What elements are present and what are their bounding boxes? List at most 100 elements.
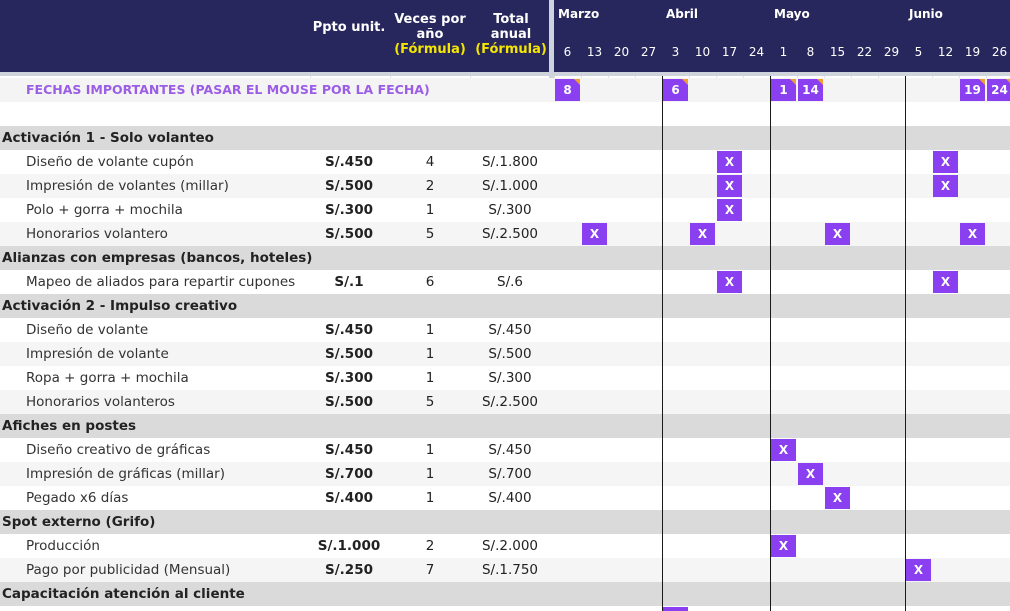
category-title[interactable]: Spot externo (Grifo) <box>2 514 156 530</box>
week-label[interactable]: 13 <box>586 45 603 59</box>
veces-cell[interactable]: 1 <box>425 466 435 482</box>
total-cell[interactable]: S/.2.500 <box>481 394 539 410</box>
total-cell[interactable]: S/.2.500 <box>481 226 539 242</box>
schedule-mark[interactable]: X <box>771 439 796 461</box>
week-label[interactable]: 27 <box>640 45 657 59</box>
comment-indicator-icon[interactable] <box>1006 79 1010 85</box>
ppto-cell[interactable]: S/.700 <box>325 466 373 482</box>
schedule-mark[interactable]: X <box>933 151 958 173</box>
ppto-cell[interactable]: S/.300 <box>325 202 373 218</box>
schedule-mark[interactable] <box>663 607 688 611</box>
column-header-ppto[interactable]: Ppto unit. <box>310 20 388 35</box>
total-cell[interactable]: S/.1.000 <box>481 178 539 194</box>
week-label[interactable]: 29 <box>883 45 900 59</box>
important-date-badge[interactable]: 14 <box>798 79 823 101</box>
item-name-cell[interactable]: Honorarios volantero <box>26 226 168 242</box>
important-date-badge[interactable]: 8 <box>555 79 580 101</box>
item-name-cell[interactable]: Diseño de volante <box>26 322 149 338</box>
column-header-total[interactable]: Total anual (Fórmula) <box>472 12 550 57</box>
week-label[interactable]: 5 <box>914 45 923 59</box>
total-cell[interactable]: S/.2.000 <box>481 538 539 554</box>
schedule-mark[interactable]: X <box>690 223 715 245</box>
important-date-badge[interactable]: 1 <box>771 79 796 101</box>
total-cell[interactable]: S/.450 <box>488 322 532 338</box>
total-cell[interactable]: S/.300 <box>488 370 532 386</box>
total-cell[interactable]: S/.450 <box>488 442 532 458</box>
comment-indicator-icon[interactable] <box>790 79 796 85</box>
column-header-veces[interactable]: Veces por año (Fórmula) <box>390 12 470 57</box>
week-label[interactable]: 12 <box>937 45 954 59</box>
ppto-cell[interactable]: S/.450 <box>325 322 373 338</box>
veces-cell[interactable]: 1 <box>425 490 435 506</box>
veces-cell[interactable]: 1 <box>425 346 435 362</box>
schedule-mark[interactable]: X <box>825 223 850 245</box>
week-label[interactable]: 3 <box>671 45 680 59</box>
schedule-mark[interactable]: X <box>933 271 958 293</box>
important-date-badge[interactable]: 6 <box>663 79 688 101</box>
schedule-mark[interactable]: X <box>960 223 985 245</box>
ppto-cell[interactable]: S/.1.000 <box>317 538 381 554</box>
schedule-mark[interactable]: X <box>825 487 850 509</box>
schedule-mark[interactable]: X <box>933 175 958 197</box>
category-title[interactable]: Alianzas con empresas (bancos, hoteles) <box>2 250 313 266</box>
week-label[interactable]: 22 <box>856 45 873 59</box>
schedule-mark[interactable]: X <box>771 535 796 557</box>
item-name-cell[interactable]: Honorarios volanteros <box>26 394 175 410</box>
ppto-cell[interactable]: S/.450 <box>325 442 373 458</box>
veces-cell[interactable]: 2 <box>425 178 435 194</box>
item-name-cell[interactable]: Pegado x6 días <box>26 490 129 506</box>
veces-cell[interactable]: 6 <box>425 274 435 290</box>
ppto-cell[interactable]: S/.500 <box>325 178 373 194</box>
comment-indicator-icon[interactable] <box>682 79 688 85</box>
item-name-cell[interactable]: Diseño de volante cupón <box>26 154 194 170</box>
total-cell[interactable]: S/.700 <box>488 466 532 482</box>
total-cell[interactable]: S/.1.800 <box>481 154 539 170</box>
item-name-cell[interactable]: Pago por publicidad (Mensual) <box>26 562 231 578</box>
frozen-row-divider[interactable] <box>0 72 1010 76</box>
veces-cell[interactable]: 5 <box>425 394 435 410</box>
schedule-mark[interactable]: X <box>717 199 742 221</box>
total-cell[interactable]: S/.1.750 <box>481 562 539 578</box>
total-cell[interactable]: S/.300 <box>488 202 532 218</box>
veces-cell[interactable]: 1 <box>425 202 435 218</box>
comment-indicator-icon[interactable] <box>979 79 985 85</box>
total-cell[interactable]: S/.400 <box>488 490 532 506</box>
ppto-cell[interactable]: S/.500 <box>325 346 373 362</box>
ppto-cell[interactable]: S/.500 <box>325 394 373 410</box>
week-label[interactable]: 8 <box>806 45 815 59</box>
ppto-cell[interactable]: S/.500 <box>325 226 373 242</box>
item-name-cell[interactable]: Diseño creativo de gráficas <box>26 442 211 458</box>
category-title[interactable]: Activación 2 - Impulso creativo <box>2 298 238 314</box>
category-title[interactable]: Afiches en postes <box>2 418 137 434</box>
comment-indicator-icon[interactable] <box>574 79 580 85</box>
important-date-badge[interactable]: 19 <box>960 79 985 101</box>
veces-cell[interactable]: 5 <box>425 226 435 242</box>
ppto-cell[interactable]: S/.1 <box>334 274 364 290</box>
schedule-mark[interactable]: X <box>798 463 823 485</box>
week-label[interactable]: 19 <box>964 45 981 59</box>
schedule-mark[interactable]: X <box>906 559 931 581</box>
week-label[interactable]: 6 <box>563 45 572 59</box>
schedule-mark[interactable]: X <box>582 223 607 245</box>
total-cell[interactable]: S/.6 <box>497 274 523 290</box>
item-name-cell[interactable]: Impresión de gráficas (millar) <box>26 466 225 482</box>
veces-cell[interactable]: 2 <box>425 538 435 554</box>
item-name-cell[interactable]: Polo + gorra + mochila <box>26 202 183 218</box>
veces-cell[interactable]: 1 <box>425 370 435 386</box>
item-name-cell[interactable]: Impresión de volantes (millar) <box>26 178 229 194</box>
ppto-cell[interactable]: S/.400 <box>325 490 373 506</box>
item-name-cell[interactable]: Impresión de volante <box>26 346 169 362</box>
ppto-cell[interactable]: S/.250 <box>325 562 373 578</box>
veces-cell[interactable]: 7 <box>425 562 435 578</box>
veces-cell[interactable]: 1 <box>425 442 435 458</box>
schedule-mark[interactable]: X <box>717 175 742 197</box>
week-label[interactable]: 20 <box>613 45 630 59</box>
comment-indicator-icon[interactable] <box>817 79 823 85</box>
week-label[interactable]: 10 <box>694 45 711 59</box>
total-cell[interactable]: S/.500 <box>488 346 532 362</box>
important-date-badge[interactable]: 24 <box>987 79 1010 101</box>
week-label[interactable]: 1 <box>779 45 788 59</box>
veces-cell[interactable]: 4 <box>425 154 435 170</box>
category-title[interactable]: Capacitación atención al cliente <box>2 586 245 602</box>
category-title[interactable]: Activación 1 - Solo volanteo <box>2 130 214 146</box>
